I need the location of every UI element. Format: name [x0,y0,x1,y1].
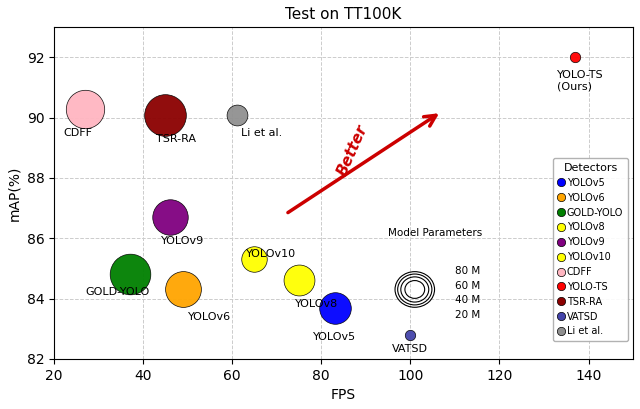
Point [232,111,242,118]
Point [160,111,170,118]
Text: YOLOv8: YOLOv8 [294,299,338,308]
Text: Better: Better [335,122,371,178]
Text: TSR-RA: TSR-RA [156,134,196,144]
Text: 40 M: 40 M [455,295,480,305]
Text: GOLD-YOLO: GOLD-YOLO [85,287,149,297]
Point [80,106,90,112]
Text: YOLOv10: YOLOv10 [246,249,296,259]
Text: VATSD: VATSD [392,344,428,354]
Text: 60 M: 60 M [455,281,480,291]
Text: Model Parameters: Model Parameters [388,228,483,238]
Text: YOLOv9: YOLOv9 [161,236,204,246]
Text: Li et al.: Li et al. [241,128,282,138]
Point [250,256,260,263]
Text: YOLOv5: YOLOv5 [313,332,356,342]
Text: YOLO-TS
(Ours): YOLO-TS (Ours) [557,70,604,92]
Point [294,277,304,284]
Point [570,54,580,61]
Point [125,271,135,278]
Text: CDFF: CDFF [63,128,92,138]
Legend: YOLOv5, YOLOv6, GOLD-YOLO, YOLOv8, YOLOv9, YOLOv10, CDFF, YOLO-TS, TSR-RA, VATSD: YOLOv5, YOLOv6, GOLD-YOLO, YOLOv8, YOLOv… [554,158,628,341]
Title: Test on TT100K: Test on TT100K [285,7,402,22]
Text: 80 M: 80 M [455,266,480,276]
Y-axis label: mAP(%): mAP(%) [7,165,21,221]
Point [164,214,175,220]
Text: 20 M: 20 M [455,310,480,320]
Text: YOLOv6: YOLOv6 [188,312,231,322]
X-axis label: FPS: FPS [331,388,356,402]
Point [405,331,415,338]
Point [330,304,340,311]
Point [178,286,188,293]
